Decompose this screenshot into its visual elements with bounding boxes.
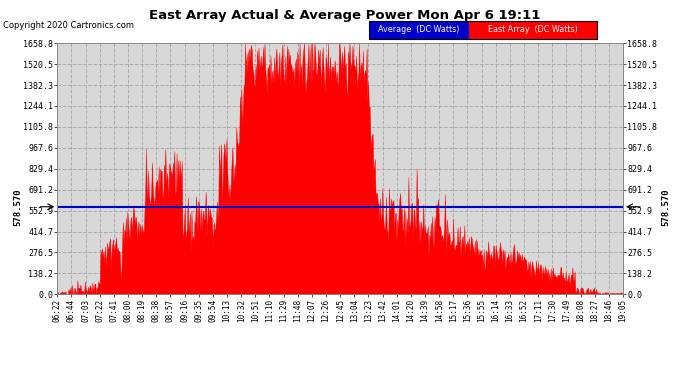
Text: 578.570: 578.570 — [13, 188, 22, 225]
Text: East Array  (DC Watts): East Array (DC Watts) — [488, 26, 578, 34]
Text: 578.570: 578.570 — [661, 188, 670, 225]
Text: East Array Actual & Average Power Mon Apr 6 19:11: East Array Actual & Average Power Mon Ap… — [149, 9, 541, 22]
Text: Copyright 2020 Cartronics.com: Copyright 2020 Cartronics.com — [3, 21, 135, 30]
Text: Average  (DC Watts): Average (DC Watts) — [379, 26, 460, 34]
